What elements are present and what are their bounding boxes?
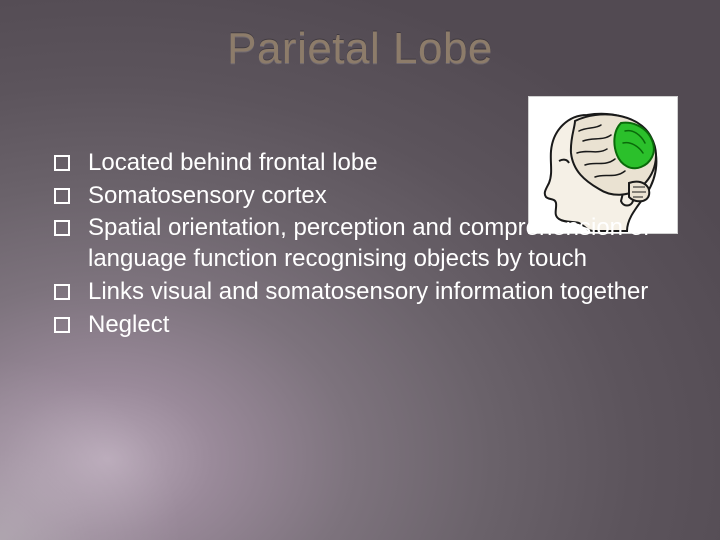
slide-title: Parietal Lobe [0, 24, 720, 74]
bullet-list: Located behind frontal lobe Somatosensor… [48, 148, 672, 342]
bullet-text: Somatosensory cortex [88, 182, 327, 209]
bullet-item: Neglect [48, 310, 672, 341]
bullet-text: Spatial orientation, perception and comp… [88, 214, 650, 272]
bullet-item: Somatosensory cortex [48, 181, 672, 212]
bullet-item: Spatial orientation, perception and comp… [48, 213, 672, 274]
bullet-item: Links visual and somatosensory informati… [48, 277, 672, 308]
slide: Parietal Lobe Located behind frontal lob… [0, 0, 720, 540]
bullet-text: Neglect [88, 311, 169, 338]
bullet-item: Located behind frontal lobe [48, 148, 672, 179]
bullet-text: Links visual and somatosensory informati… [88, 278, 648, 305]
bullet-text: Located behind frontal lobe [88, 149, 378, 176]
